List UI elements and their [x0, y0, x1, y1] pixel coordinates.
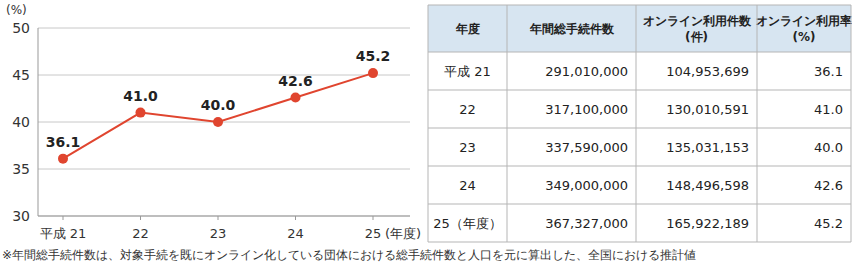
- series: [58, 68, 378, 164]
- y-tick-label: 35: [12, 161, 30, 177]
- table-cell: 165,922,189: [666, 216, 749, 231]
- table-cell: 130,010,591: [666, 102, 749, 117]
- y-tick-label: 45: [12, 67, 30, 83]
- grid-line: [38, 122, 410, 123]
- x-tick-label: 23: [210, 226, 227, 241]
- table-rule: [636, 5, 637, 242]
- point: [213, 117, 223, 127]
- x-axis: [38, 216, 410, 217]
- y-axis: [38, 28, 39, 216]
- y-tick-label: 50: [12, 20, 30, 36]
- header-line: 年間総手続件数: [529, 22, 615, 36]
- x-tick: [295, 216, 296, 220]
- table-cell: 291,010,000: [545, 64, 628, 79]
- table-cell: 45.2: [814, 216, 843, 231]
- table-rule: [851, 5, 852, 242]
- table-rule: [428, 90, 851, 91]
- table-cell: 367,327,000: [545, 216, 628, 231]
- y-tick-label: 30: [12, 208, 30, 224]
- table-cell: 41.0: [814, 102, 843, 117]
- table-cell: 40.0: [814, 140, 843, 155]
- table-cell: 42.6: [814, 178, 843, 193]
- point: [58, 154, 68, 164]
- table-cell: 337,590,000: [545, 140, 628, 155]
- line: [63, 73, 373, 159]
- header-line: オンライン利用率: [756, 14, 852, 28]
- footnote: ※年間総手続件数は、対象手続を既にオンライン化している団体における総手続件数と人…: [2, 248, 696, 262]
- x-tick: [63, 216, 64, 220]
- x-tick-label: 平成 21: [40, 226, 87, 241]
- y-axis-label: (%): [6, 3, 27, 17]
- x-tick: [218, 216, 219, 220]
- data-label: 45.2: [356, 48, 391, 64]
- x-tick-label: 24: [287, 226, 304, 241]
- table-header-cell: 年度: [455, 22, 480, 36]
- table-cell: 平成 21: [444, 64, 491, 79]
- table-cell: 349,000,000: [545, 178, 628, 193]
- page: {"chart_data": {"type": "line", "y_label…: [0, 0, 852, 265]
- grid-line: [38, 28, 410, 29]
- x-tick: [373, 216, 374, 220]
- table-rule: [428, 166, 851, 167]
- table-rule: [428, 5, 429, 242]
- data-label: 42.6: [278, 73, 313, 89]
- table-rule: [428, 204, 851, 205]
- table-cell: 104,953,699: [666, 64, 749, 79]
- grid-line: [38, 169, 410, 170]
- table-cell: 148,496,598: [666, 178, 749, 193]
- point: [136, 108, 146, 118]
- point: [291, 93, 301, 103]
- grid-line: [38, 216, 410, 217]
- figure: 30 35 40 45 50 (%) 平成 21 22 23 24 25(年度) 36.1 41.0 40…: [0, 0, 852, 265]
- table-rule: [428, 52, 851, 53]
- data-label: 41.0: [123, 88, 158, 104]
- table-cell: 135,031,153: [666, 140, 749, 155]
- table-rule: [507, 5, 508, 242]
- grid-line: [38, 75, 410, 76]
- table-rule: [428, 242, 851, 243]
- table-header-cell: オンライン利用率 (%): [756, 14, 852, 44]
- table-cell: 22: [459, 102, 476, 117]
- table-cell: 317,100,000: [545, 102, 628, 117]
- y-tick-label: 40: [12, 114, 30, 130]
- table-rule: [757, 5, 758, 242]
- table-header-cell: 年間総手続件数: [529, 22, 615, 36]
- table-cell: 24: [459, 178, 476, 193]
- x-axis-label: (年度): [385, 226, 421, 241]
- point: [368, 68, 378, 78]
- table-rule: [428, 128, 851, 129]
- header-line: オンライン利用件数: [643, 14, 752, 28]
- header-line: (%): [793, 30, 816, 44]
- header-line: (件): [685, 30, 708, 44]
- line-chart: 30 35 40 45 50 (%) 平成 21 22 23 24 25(年度) 36.1 41.0 40…: [6, 3, 421, 241]
- table-header-bg: [428, 5, 851, 52]
- data-label: 40.0: [201, 97, 236, 113]
- table-cell: 25（年度）: [433, 216, 502, 231]
- data-label: 36.1: [46, 134, 81, 150]
- table-cell: 36.1: [814, 64, 843, 79]
- table-cell: 23: [459, 140, 476, 155]
- header-line: 年度: [455, 22, 480, 36]
- table: 年度 年間総手続件数 オンライン利用件数 (件) オンライン利用率 (%) 平成 21 291…: [428, 5, 852, 242]
- x-tick: [140, 216, 141, 220]
- x-tick-label: 22: [132, 226, 149, 241]
- x-tick-label: 25: [365, 226, 382, 241]
- table-header-cell: オンライン利用件数 (件): [643, 14, 752, 44]
- table-rule: [428, 5, 851, 6]
